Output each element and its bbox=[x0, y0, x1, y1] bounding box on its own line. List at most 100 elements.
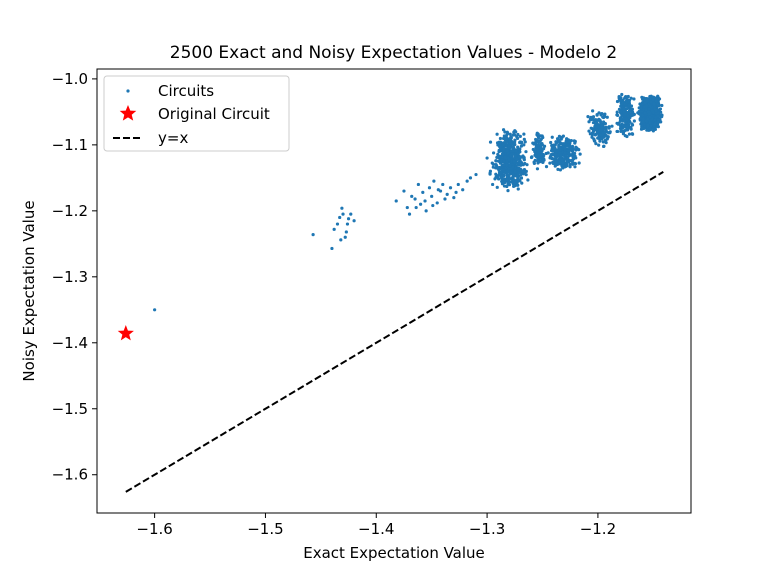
circuit-point bbox=[524, 169, 528, 173]
circuit-point bbox=[523, 140, 527, 144]
circuit-point bbox=[501, 141, 505, 145]
circuit-point bbox=[648, 120, 652, 125]
circuit-point bbox=[504, 177, 509, 182]
circuit-point bbox=[332, 227, 336, 231]
circuit-point bbox=[619, 129, 623, 133]
circuit-point bbox=[519, 176, 524, 180]
y-tick-label: −1.3 bbox=[52, 268, 88, 286]
circuit-point bbox=[454, 190, 458, 194]
circuit-point bbox=[655, 97, 659, 101]
circuit-point bbox=[522, 143, 526, 147]
circuit-point bbox=[591, 117, 595, 121]
circuit-point bbox=[573, 141, 577, 145]
circuit-point bbox=[573, 161, 577, 165]
circuit-point bbox=[515, 178, 520, 182]
x-tick-label: −1.3 bbox=[469, 520, 505, 538]
circuit-point bbox=[623, 102, 627, 106]
circuit-point bbox=[504, 139, 508, 143]
circuit-point bbox=[561, 166, 565, 170]
original-circuit-layer bbox=[117, 325, 134, 341]
original-circuit-star bbox=[117, 325, 134, 341]
legend-original-circuit-star-icon bbox=[119, 105, 137, 121]
circuit-point bbox=[625, 106, 629, 111]
circuit-point bbox=[495, 132, 499, 136]
circuit-point bbox=[465, 179, 469, 183]
circuit-point bbox=[513, 181, 517, 185]
circuit-point bbox=[648, 115, 652, 119]
circuit-point bbox=[555, 137, 560, 141]
circuit-point bbox=[548, 161, 552, 165]
circuit-point bbox=[511, 152, 515, 156]
circuit-point bbox=[592, 137, 596, 141]
circuit-point bbox=[517, 147, 522, 151]
circuit-point bbox=[338, 215, 342, 220]
circuit-point bbox=[626, 114, 630, 118]
circuit-point bbox=[407, 212, 412, 216]
circuit-point bbox=[536, 153, 540, 158]
circuit-point bbox=[461, 188, 465, 192]
circuit-point bbox=[629, 125, 633, 129]
circuit-point bbox=[654, 108, 658, 113]
y-tick-label: −1.0 bbox=[52, 70, 88, 88]
axes-frame bbox=[96, 68, 692, 514]
circuit-point bbox=[653, 122, 657, 126]
circuit-point bbox=[624, 96, 628, 100]
circuit-point bbox=[536, 151, 541, 155]
circuit-point bbox=[500, 163, 505, 167]
circuit-point bbox=[505, 184, 509, 189]
circuit-point bbox=[413, 197, 417, 201]
x-tick-label: −1.2 bbox=[580, 520, 616, 538]
circuit-point bbox=[602, 115, 607, 119]
circuit-point bbox=[431, 203, 435, 208]
circuit-point bbox=[517, 155, 522, 159]
circuit-point bbox=[617, 95, 621, 99]
circuit-point bbox=[427, 186, 432, 190]
circuit-point bbox=[515, 157, 519, 161]
circuit-point bbox=[524, 150, 528, 154]
circuit-point bbox=[617, 98, 622, 102]
circuit-point bbox=[567, 149, 571, 153]
circuit-point bbox=[516, 166, 521, 170]
circuit-point bbox=[568, 146, 572, 150]
circuit-point bbox=[496, 166, 501, 170]
circuit-point bbox=[591, 129, 596, 133]
circuit-point bbox=[500, 152, 505, 156]
circuit-point bbox=[153, 308, 157, 312]
circuit-point bbox=[551, 160, 555, 164]
circuit-point bbox=[616, 122, 620, 126]
circuit-point bbox=[651, 98, 655, 102]
circuit-point bbox=[405, 205, 409, 210]
circuit-point bbox=[544, 165, 549, 169]
circuit-point bbox=[513, 129, 517, 133]
legend-box bbox=[103, 75, 290, 152]
circuit-point bbox=[561, 134, 565, 138]
circuit-point bbox=[537, 140, 541, 144]
circuit-point bbox=[574, 156, 578, 160]
y-axis-ticks: −1.6 −1.5 −1.4 −1.3 −1.2 −1.1 −1.0 bbox=[52, 70, 97, 484]
circuit-point bbox=[340, 206, 344, 210]
circuit-point bbox=[610, 124, 614, 128]
circuit-point bbox=[556, 167, 560, 171]
circuit-point bbox=[646, 123, 650, 128]
circuit-point bbox=[540, 143, 545, 147]
circuit-point bbox=[606, 135, 610, 139]
circuit-point bbox=[554, 150, 558, 154]
circuit-point bbox=[430, 194, 434, 198]
circuit-point bbox=[651, 110, 656, 115]
circuit-point bbox=[550, 156, 554, 160]
circuit-point bbox=[646, 110, 651, 114]
circuit-point bbox=[639, 116, 643, 120]
circuit-point bbox=[563, 146, 567, 151]
circuit-point bbox=[394, 199, 398, 203]
circuit-point bbox=[432, 179, 436, 183]
circuit-point bbox=[617, 107, 622, 112]
y-tick-label: −1.6 bbox=[52, 466, 88, 484]
circuit-point bbox=[598, 133, 603, 137]
circuit-point bbox=[625, 124, 630, 128]
circuit-point bbox=[602, 144, 606, 149]
circuit-point bbox=[640, 126, 644, 130]
circuit-point bbox=[627, 132, 632, 136]
circuit-point bbox=[491, 151, 496, 155]
circuit-point bbox=[534, 137, 538, 142]
circuit-point bbox=[647, 107, 651, 111]
